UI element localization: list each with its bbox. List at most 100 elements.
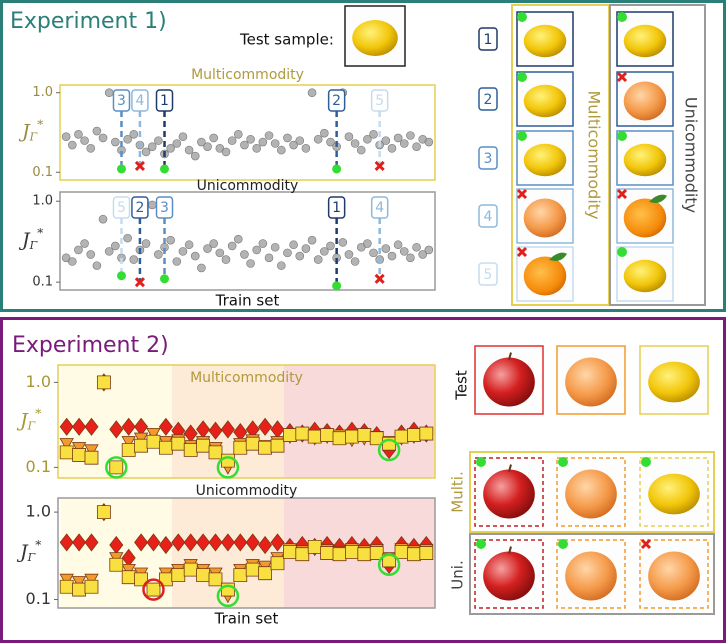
diamond-marker bbox=[121, 417, 136, 436]
point bbox=[320, 247, 329, 256]
point bbox=[363, 134, 372, 144]
diamond-marker bbox=[158, 535, 173, 555]
chart-title: Unicommodity bbox=[197, 178, 299, 194]
point bbox=[424, 137, 434, 147]
point bbox=[141, 147, 151, 157]
fruit bbox=[648, 551, 700, 601]
square-marker bbox=[233, 440, 248, 455]
highlight-ring bbox=[377, 438, 401, 462]
diamond-marker bbox=[59, 417, 74, 436]
point bbox=[123, 134, 132, 144]
leaf bbox=[549, 252, 567, 261]
square-marker bbox=[357, 547, 372, 562]
square-marker bbox=[208, 445, 223, 460]
square-marker bbox=[183, 443, 198, 457]
point bbox=[363, 239, 372, 248]
triangle-marker bbox=[121, 563, 136, 577]
point bbox=[246, 259, 255, 268]
fruit bbox=[623, 143, 667, 177]
y-axis-label: JΓ* bbox=[16, 406, 41, 433]
fruit bbox=[565, 551, 617, 601]
square-marker bbox=[59, 579, 74, 594]
triangle-marker bbox=[146, 427, 161, 441]
group-label: Multicommodity bbox=[585, 91, 604, 220]
highlight-ring bbox=[216, 456, 240, 479]
rank-label: 2 bbox=[484, 92, 493, 108]
point bbox=[412, 142, 421, 151]
point bbox=[111, 137, 120, 147]
square-marker bbox=[345, 429, 359, 444]
point bbox=[270, 242, 280, 252]
point bbox=[74, 245, 83, 255]
fruit bbox=[623, 24, 667, 58]
annotation-marker bbox=[160, 274, 170, 284]
square-marker bbox=[158, 440, 173, 455]
point bbox=[80, 136, 89, 145]
y-label-sub: Γ bbox=[27, 420, 36, 433]
wrong-cross bbox=[516, 188, 528, 200]
annotation-label: 1 bbox=[332, 200, 341, 216]
plot-frame bbox=[57, 497, 436, 609]
annotation-label: 4 bbox=[375, 200, 384, 216]
point bbox=[313, 134, 323, 144]
square-marker bbox=[295, 426, 310, 441]
point bbox=[129, 130, 139, 139]
point bbox=[203, 142, 212, 151]
triangle-marker bbox=[59, 438, 74, 452]
wrong-cross bbox=[616, 71, 628, 83]
point bbox=[369, 248, 378, 258]
point bbox=[227, 241, 237, 251]
square-marker bbox=[320, 546, 335, 560]
annotation-box bbox=[327, 196, 346, 219]
annotation-label: 4 bbox=[135, 93, 144, 109]
point bbox=[129, 255, 139, 264]
correct-dot bbox=[558, 539, 568, 549]
triangle-marker bbox=[84, 444, 99, 458]
annotation-label: 3 bbox=[160, 200, 169, 216]
point bbox=[240, 140, 249, 150]
region bbox=[283, 365, 435, 478]
point bbox=[98, 214, 108, 224]
point bbox=[80, 239, 89, 248]
y-tick-label: 1.0 bbox=[26, 372, 51, 391]
point bbox=[399, 139, 409, 148]
y-label-sup: * bbox=[35, 538, 41, 552]
diamond-marker bbox=[109, 420, 124, 439]
diamond-marker bbox=[84, 417, 99, 436]
square-marker bbox=[283, 428, 297, 442]
annotation-box bbox=[112, 89, 131, 112]
square-marker bbox=[295, 547, 310, 562]
correct-dot bbox=[617, 12, 627, 22]
point bbox=[326, 241, 335, 251]
diamond-marker bbox=[72, 533, 87, 552]
y-label-sub: Γ bbox=[27, 551, 36, 564]
square-marker bbox=[146, 582, 161, 597]
square-marker bbox=[183, 562, 198, 577]
y-label-sub: Γ bbox=[29, 239, 38, 252]
fruit bbox=[483, 469, 535, 519]
point bbox=[86, 144, 96, 153]
point bbox=[172, 257, 182, 266]
highlight-ring bbox=[377, 553, 401, 576]
y-label-main: J bbox=[18, 229, 31, 251]
diamond-marker bbox=[196, 533, 211, 552]
point bbox=[166, 144, 175, 153]
diamond-marker bbox=[258, 535, 273, 555]
fruit bbox=[523, 24, 567, 58]
diamond-marker bbox=[270, 533, 285, 552]
correct-dot bbox=[517, 12, 527, 22]
annotation-marker bbox=[374, 160, 385, 172]
square-marker bbox=[171, 436, 186, 451]
group-frame bbox=[469, 451, 715, 533]
point bbox=[393, 240, 403, 250]
square-marker bbox=[357, 428, 372, 442]
square-marker bbox=[208, 572, 223, 587]
fruit bbox=[523, 256, 567, 296]
square-marker bbox=[196, 568, 210, 583]
group-frame bbox=[609, 4, 706, 306]
point bbox=[172, 139, 182, 148]
point bbox=[209, 239, 218, 248]
rank-label: 1 bbox=[484, 32, 493, 48]
point bbox=[86, 250, 96, 259]
annotation-marker bbox=[332, 164, 342, 174]
